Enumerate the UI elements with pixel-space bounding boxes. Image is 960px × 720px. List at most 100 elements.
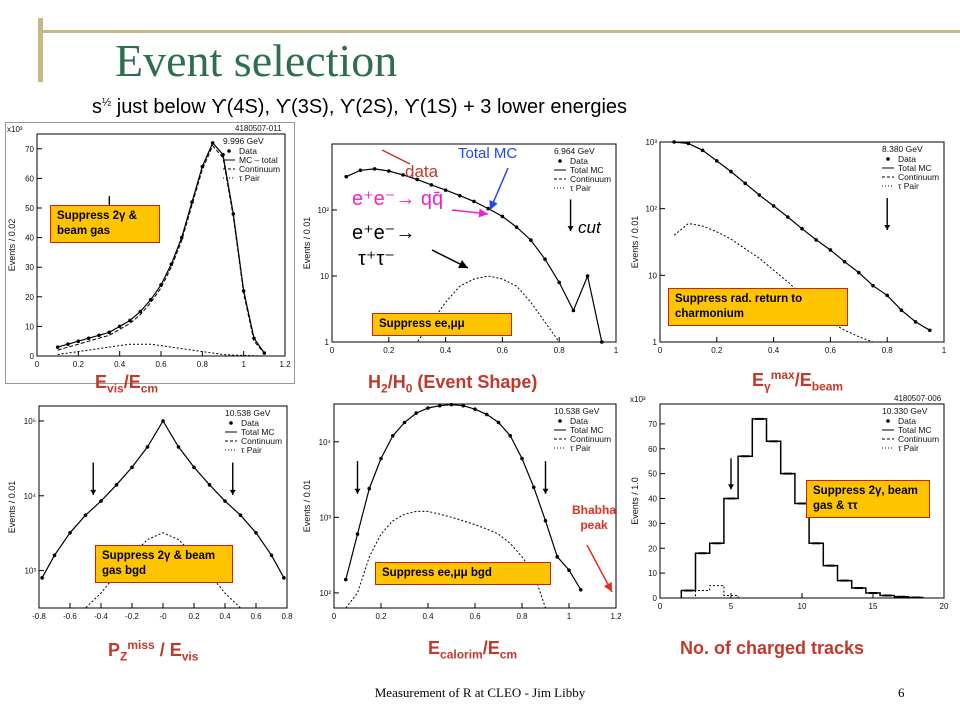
data-point: [531, 485, 536, 490]
y-tick-label: 10⁴: [319, 438, 332, 447]
chart-evis: 0 0.2 0.4 0.6 0.8 1 1.2 0 10 20 30 40 50 60 70 Events /…: [5, 122, 295, 384]
y-tick-label: 10⁵: [24, 417, 36, 426]
cut-arrow-head: [884, 225, 891, 230]
subtitle: s½ just below ϒ(4S), ϒ(3S), ϒ(2S), ϒ(1S)…: [92, 96, 627, 119]
legend-marker: [558, 159, 562, 163]
data-point: [390, 433, 395, 438]
data-point: [414, 411, 419, 415]
legend-entry: Data: [898, 154, 916, 164]
data-point: [686, 141, 691, 146]
y-tick-label: 50: [25, 204, 34, 213]
x-tick-label: -0: [159, 612, 167, 621]
label-tautau-2: τ⁺τ⁻: [358, 248, 395, 270]
x-tick-label: 1.2: [279, 360, 291, 369]
y-tick-label: 10²: [319, 589, 331, 598]
data-point: [543, 257, 547, 261]
caption-pz: PZmiss / Evis: [108, 638, 199, 664]
data-point: [117, 324, 122, 329]
data-point: [343, 577, 348, 582]
data-point: [700, 148, 705, 153]
chart-svg-pz: -0.8 -0.6 -0.4 -0.2 -0 0.2 0.4 0.6 0.8 10³ 10⁴ 10⁵ E…: [7, 405, 293, 621]
run-id-label: 4180507-011: [235, 124, 282, 133]
data-point: [473, 407, 477, 411]
legend-entry: τ Pair: [898, 181, 919, 191]
note-evis: Suppress 2γ & beam gas: [50, 205, 160, 243]
data-point: [415, 177, 419, 182]
data-point: [828, 248, 833, 252]
y-tick-label: 10³: [24, 567, 36, 576]
subtitle-rest: just below ϒ(4S), ϒ(3S), ϒ(2S), ϒ(1S) + …: [111, 96, 628, 118]
y-axis-label: Events / 0.01: [302, 217, 312, 270]
data-point: [76, 339, 81, 343]
data-point: [358, 168, 363, 173]
series-tau: [673, 222, 930, 343]
x-tick-label: 0.2: [375, 612, 387, 621]
x-tick-label: 0.4: [768, 346, 780, 355]
x-tick-label: 10: [798, 602, 807, 611]
legend-entry: τ Pair: [570, 183, 591, 193]
legend-entry: Data: [241, 418, 259, 428]
data-point: [484, 412, 489, 417]
x-tick-label: 0.8: [197, 360, 209, 369]
note-egamma: Suppress rad. return to charmonium: [668, 288, 848, 326]
decor-horizontal-line: [38, 30, 960, 33]
caption-evis: Evis/Ecm: [95, 372, 159, 396]
legend-entry: Continuum: [898, 434, 939, 444]
legend-entry: Continuum: [570, 174, 611, 184]
plot-area: [331, 143, 617, 343]
y-axis-label: Events / 0.02: [7, 219, 17, 272]
x-tick-label: 1: [241, 360, 246, 369]
legend-marker: [227, 149, 231, 153]
data-point: [344, 174, 348, 179]
data-point: [771, 204, 776, 208]
legend-entry: Data: [898, 416, 916, 426]
y-tick-label: 1: [325, 338, 330, 347]
y-tick-label: 1: [653, 338, 658, 347]
legend-entry: Continuum: [570, 434, 611, 444]
y-tick-label: 30: [25, 263, 34, 272]
data-point: [68, 530, 72, 535]
x-tick-label: 0.6: [469, 612, 481, 621]
page-number: 6: [898, 685, 905, 700]
x-tick-label: 0.2: [73, 360, 85, 369]
x-tick-label: 0.4: [219, 612, 231, 621]
data-point: [83, 513, 88, 518]
x-tick-label: 0.2: [188, 612, 200, 621]
chart-svg-ntrk: 0 5 10 15 20 0 10 20 30 40 50 60 70 Events / 1.0 x10³ 1…: [630, 394, 949, 611]
y-tick-label: 10²: [317, 206, 329, 215]
note-pz: Suppress 2γ & beam gas bgd: [95, 545, 233, 583]
label-data: data: [405, 162, 439, 181]
chart-svg-evis: 0 0.2 0.4 0.6 0.8 1 1.2 0 10 20 30 40 50 60 70 Events /…: [5, 122, 295, 384]
legend-entry: Continuum: [898, 172, 939, 182]
data-point: [578, 587, 583, 592]
data-point: [543, 518, 548, 523]
data-point: [55, 345, 60, 349]
data-point: [145, 445, 150, 449]
cut-arrow-head: [90, 489, 97, 495]
x-tick-label: 5: [729, 602, 734, 611]
energy-label: 10.330 GeV: [882, 406, 928, 416]
x-tick-label: 0.6: [155, 360, 167, 369]
data-point: [282, 576, 286, 580]
data-point: [842, 259, 847, 264]
data-point: [496, 420, 501, 425]
data-point: [871, 283, 875, 288]
x-tick-label: 0.6: [497, 346, 509, 355]
note-ntrk: Suppress 2γ, beam gas & ττ: [806, 480, 930, 518]
data-point: [355, 532, 360, 536]
data-point: [899, 308, 904, 312]
x-tick-label: 0.2: [383, 346, 395, 355]
data-point: [461, 403, 466, 408]
data-point: [814, 238, 818, 242]
data-point: [254, 530, 258, 535]
x-tick-label: 0.4: [422, 612, 434, 621]
x-tick-label: 20: [940, 602, 949, 611]
decor-vertical-line: [38, 18, 43, 82]
caption-ntrk: No. of charged tracks: [680, 638, 865, 658]
cut-arrow-head: [728, 484, 734, 490]
energy-label: 8.380 GeV: [882, 144, 923, 154]
data-point: [372, 167, 377, 171]
chart-pz: -0.8 -0.6 -0.4 -0.2 -0 0.2 0.4 0.6 0.8 10³ 10⁴ 10⁵ E…: [5, 398, 297, 630]
label-cut: cut: [578, 218, 601, 237]
